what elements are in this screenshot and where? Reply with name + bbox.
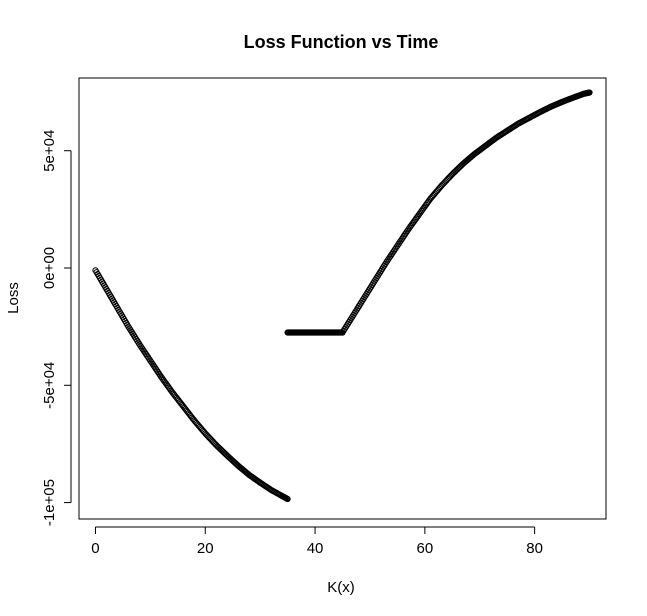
x-axis-label: K(x) xyxy=(327,579,355,596)
y-tick-label: -1e+05 xyxy=(41,479,58,526)
y-axis-label: Loss xyxy=(5,282,22,314)
data-point xyxy=(284,495,291,503)
plot-frame xyxy=(78,77,607,520)
x-tick-label: 20 xyxy=(197,540,214,557)
y-tick-label: 0e+00 xyxy=(41,247,58,289)
x-axis: 0 20 40 60 80 xyxy=(91,526,543,557)
y-axis: -1e+05 -5e+04 0e+00 5e+04 xyxy=(41,130,72,526)
x-tick-label: 40 xyxy=(307,540,324,557)
y-tick-label: -5e+04 xyxy=(41,362,58,409)
x-tick-label: 80 xyxy=(526,540,543,557)
chart-title: Loss Function vs Time xyxy=(244,32,439,52)
x-tick-label: 0 xyxy=(91,540,99,557)
x-tick-label: 60 xyxy=(417,540,434,557)
data-point xyxy=(586,89,593,96)
data-points xyxy=(92,89,593,503)
y-tick-label: 5e+04 xyxy=(41,130,58,172)
